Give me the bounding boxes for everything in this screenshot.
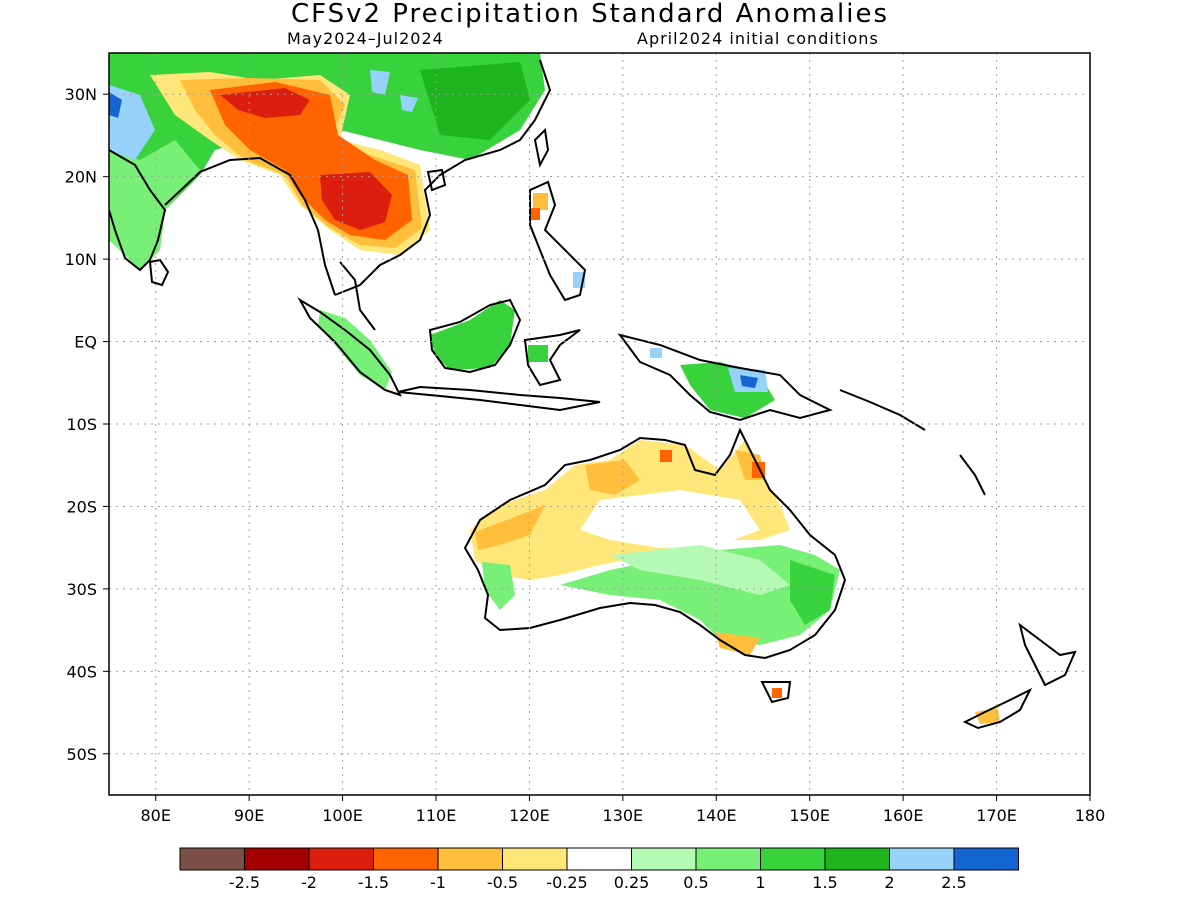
dry-strong-indochina xyxy=(320,172,392,230)
colorbar-swatch xyxy=(695,847,761,871)
lat-tick-label: 20S xyxy=(66,497,97,516)
colorbar-label: 0.5 xyxy=(683,873,708,892)
coast-tasmania xyxy=(760,681,792,704)
colorbar-swatch xyxy=(824,847,890,871)
latitude-axis: 30N 20N 10N EQ 10S 20S 30S 40S 50S xyxy=(65,85,109,764)
lon-tick-label: 140E xyxy=(696,806,737,825)
coast-taiwan xyxy=(533,127,550,168)
coastlines xyxy=(109,59,1077,730)
wet-moderate-nsw xyxy=(790,560,835,625)
very-wet-china-2 xyxy=(400,95,418,112)
colorbar-swatch xyxy=(502,847,568,871)
dry-moderate-carpentaria xyxy=(660,450,672,462)
anomaly-shading xyxy=(109,53,1000,724)
lat-tick-label: 30S xyxy=(66,580,97,599)
dry-victoria xyxy=(715,632,760,655)
lon-tick-label: 80E xyxy=(140,806,170,825)
lon-tick-label: 90E xyxy=(234,806,264,825)
very-wet-china xyxy=(370,70,390,95)
lon-tick-label: 170E xyxy=(976,806,1017,825)
coast-indochina xyxy=(334,59,552,296)
colorbar-label: -2.5 xyxy=(229,873,260,892)
coast-hainan xyxy=(426,168,447,192)
colorbar-label: 0.25 xyxy=(614,873,650,892)
coast-india xyxy=(109,149,167,272)
colorbar-swatch xyxy=(437,847,503,871)
wet-borneo xyxy=(430,300,515,370)
coast-nz-south xyxy=(962,687,1033,730)
coast-nz-north xyxy=(1018,622,1077,687)
lon-tick-label: 150E xyxy=(789,806,830,825)
lat-tick-label: 10N xyxy=(65,250,97,269)
colorbar-label: -1.5 xyxy=(358,873,389,892)
coast-sulawesi xyxy=(523,329,581,387)
coast-australia xyxy=(463,427,847,660)
colorbar-swatch xyxy=(308,847,374,871)
colorbar-swatch xyxy=(889,847,955,871)
neutral-central-australia xyxy=(580,490,760,548)
lat-tick-label: EQ xyxy=(74,333,97,352)
colorbar-label: 2 xyxy=(884,873,894,892)
colorbar-label: -0.25 xyxy=(546,873,587,892)
lon-tick-label: 130E xyxy=(603,806,644,825)
extreme-wet-new-guinea xyxy=(740,375,758,388)
lon-tick-label: 110E xyxy=(416,806,457,825)
wet-sulawesi xyxy=(528,345,548,362)
wet-west-australia xyxy=(482,562,515,610)
colorbar-swatch xyxy=(566,847,632,871)
dry-tasmania xyxy=(772,688,782,698)
very-wet-papua-west xyxy=(650,348,662,358)
wet-light-asia xyxy=(109,140,200,270)
colorbar-swatch xyxy=(760,847,826,871)
lat-tick-label: 50S xyxy=(66,745,97,764)
longitude-axis: 80E 90E 100E 110E 120E 130E 140E 150E 160E 170E 18… xyxy=(140,795,1105,825)
colorbar: -2.5 -2 -1.5 -1 -0.5 -0.25 0.25 0.5 1 1.5 2 2.5 xyxy=(179,847,1019,892)
coast-bay-bengal xyxy=(164,156,336,296)
coast-new-guinea xyxy=(617,333,833,422)
dry-luzon-2 xyxy=(529,208,540,220)
dry-strong-sea xyxy=(220,88,310,118)
lat-tick-label: 40S xyxy=(66,662,97,681)
colorbar-swatch xyxy=(373,847,439,871)
colorbar-label: -1 xyxy=(430,873,446,892)
coast-philippines xyxy=(529,180,587,302)
colorbar-swatch xyxy=(953,847,1019,871)
colorbar-label: 2.5 xyxy=(941,873,966,892)
map-title: CFSv2 Precipitation Standard Anomalies xyxy=(290,0,890,29)
lat-tick-label: 30N xyxy=(65,85,97,104)
coast-solomons xyxy=(839,389,926,431)
wet-slight-southeast xyxy=(610,545,790,595)
lat-tick-label: 20N xyxy=(65,168,97,187)
lon-tick-label: 100E xyxy=(322,806,363,825)
initial-conditions: April2024 initial conditions xyxy=(637,29,879,48)
wet-strong-china xyxy=(420,62,530,140)
lon-tick-label: 160E xyxy=(883,806,924,825)
colorbar-label: -0.5 xyxy=(487,873,518,892)
coast-sumatra xyxy=(297,297,402,397)
coast-vanuatu xyxy=(959,454,986,496)
dry-new-zealand xyxy=(975,708,1000,724)
lon-tick-label: 120E xyxy=(509,806,550,825)
colorbar-label: -2 xyxy=(301,873,317,892)
dry-weak-australia xyxy=(475,505,545,550)
extreme-wet-tibet xyxy=(109,92,122,118)
colorbar-swatch xyxy=(631,847,697,871)
coast-sri-lanka xyxy=(148,258,170,287)
graticule xyxy=(109,53,1090,795)
dry-luzon xyxy=(533,193,548,210)
dry-weak-kimberley xyxy=(585,460,640,495)
wet-sumatra xyxy=(318,310,392,390)
colorbar-swatch xyxy=(179,847,245,871)
coast-borneo xyxy=(428,298,522,374)
coast-malay xyxy=(339,261,376,331)
lat-tick-label: 10S xyxy=(66,415,97,434)
coast-java xyxy=(397,385,601,412)
lon-tick-label: 180 xyxy=(1075,806,1106,825)
colorbar-swatch xyxy=(244,847,310,871)
colorbar-label: 1.5 xyxy=(812,873,837,892)
forecast-period: May2024–Jul2024 xyxy=(287,29,444,48)
colorbar-label: 1 xyxy=(755,873,765,892)
